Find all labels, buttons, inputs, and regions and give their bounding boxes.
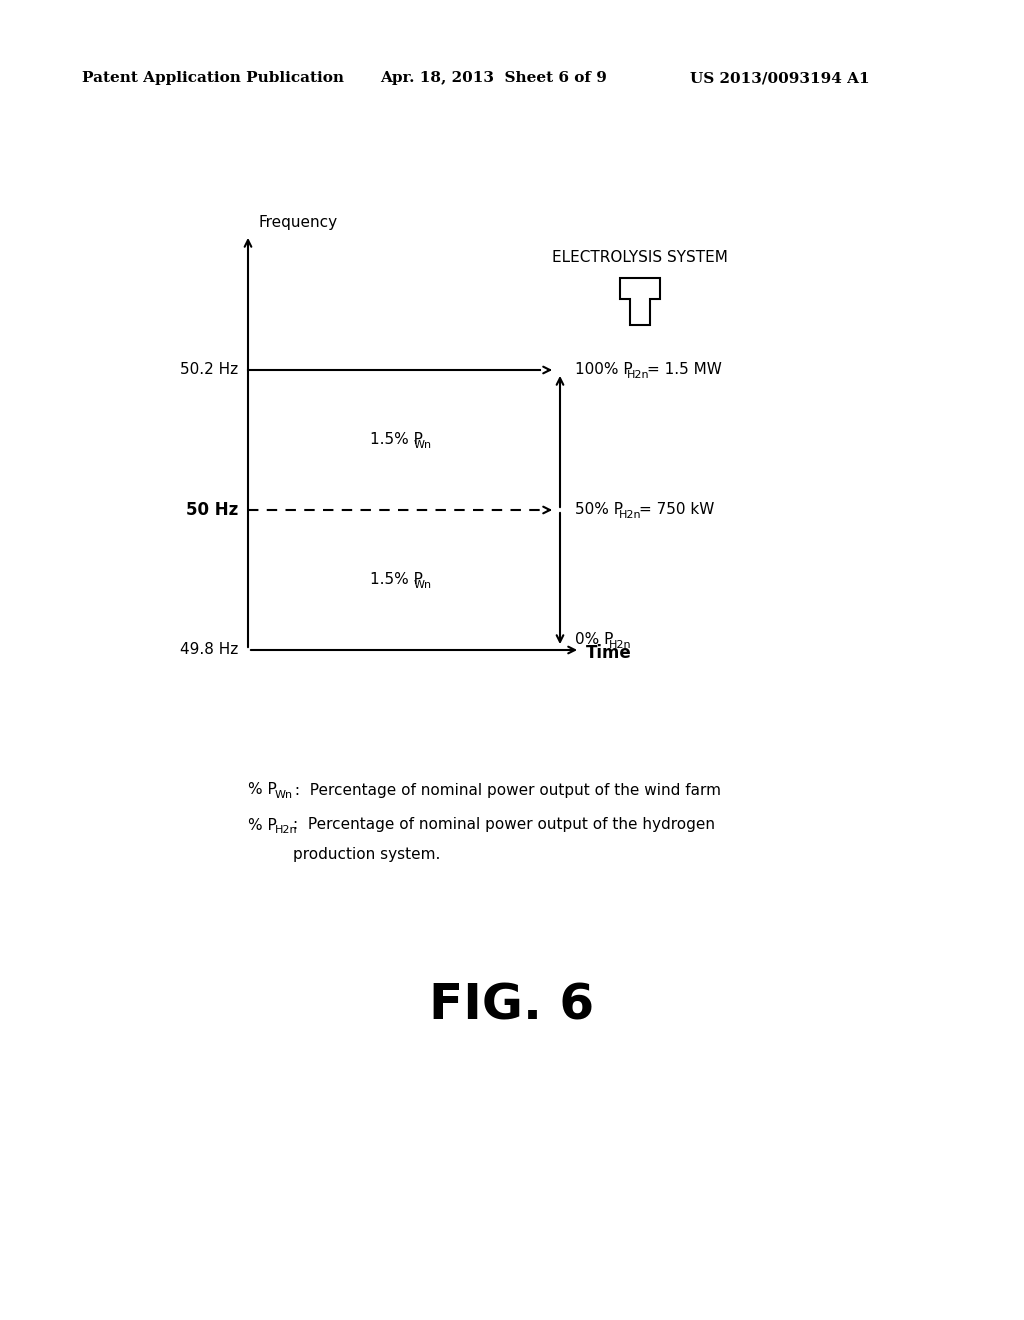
Text: FIG. 6: FIG. 6 [429, 981, 595, 1030]
Text: H2n: H2n [618, 510, 642, 520]
Text: Time: Time [586, 644, 632, 663]
Text: 0% P: 0% P [575, 632, 613, 648]
Text: ELECTROLYSIS SYSTEM: ELECTROLYSIS SYSTEM [552, 251, 728, 265]
Text: Wn: Wn [414, 440, 432, 450]
Text: 50% P: 50% P [575, 503, 623, 517]
Text: = 1.5 MW: = 1.5 MW [647, 363, 722, 378]
Text: 50.2 Hz: 50.2 Hz [180, 363, 238, 378]
Text: 100% P: 100% P [575, 363, 633, 378]
Text: % P: % P [248, 817, 276, 833]
Text: :  Percentage of nominal power output of the wind farm: : Percentage of nominal power output of … [290, 783, 721, 797]
Text: production system.: production system. [293, 847, 440, 862]
Text: 1.5% P: 1.5% P [370, 433, 423, 447]
Text: Apr. 18, 2013  Sheet 6 of 9: Apr. 18, 2013 Sheet 6 of 9 [380, 71, 607, 84]
Text: Frequency: Frequency [258, 215, 337, 230]
Text: = 750 kW: = 750 kW [639, 503, 715, 517]
Text: 50 Hz: 50 Hz [185, 502, 238, 519]
Text: US 2013/0093194 A1: US 2013/0093194 A1 [690, 71, 869, 84]
Text: 49.8 Hz: 49.8 Hz [180, 643, 238, 657]
Text: % P: % P [248, 783, 276, 797]
Text: H2n: H2n [609, 640, 632, 649]
Text: H2n: H2n [275, 825, 298, 836]
Polygon shape [620, 279, 660, 325]
Text: H2n: H2n [627, 370, 649, 380]
Text: 1.5% P: 1.5% P [370, 573, 423, 587]
Text: Wn: Wn [414, 579, 432, 590]
Text: Patent Application Publication: Patent Application Publication [82, 71, 344, 84]
Text: :  Percentage of nominal power output of the hydrogen: : Percentage of nominal power output of … [293, 817, 715, 833]
Text: Wn: Wn [275, 789, 293, 800]
